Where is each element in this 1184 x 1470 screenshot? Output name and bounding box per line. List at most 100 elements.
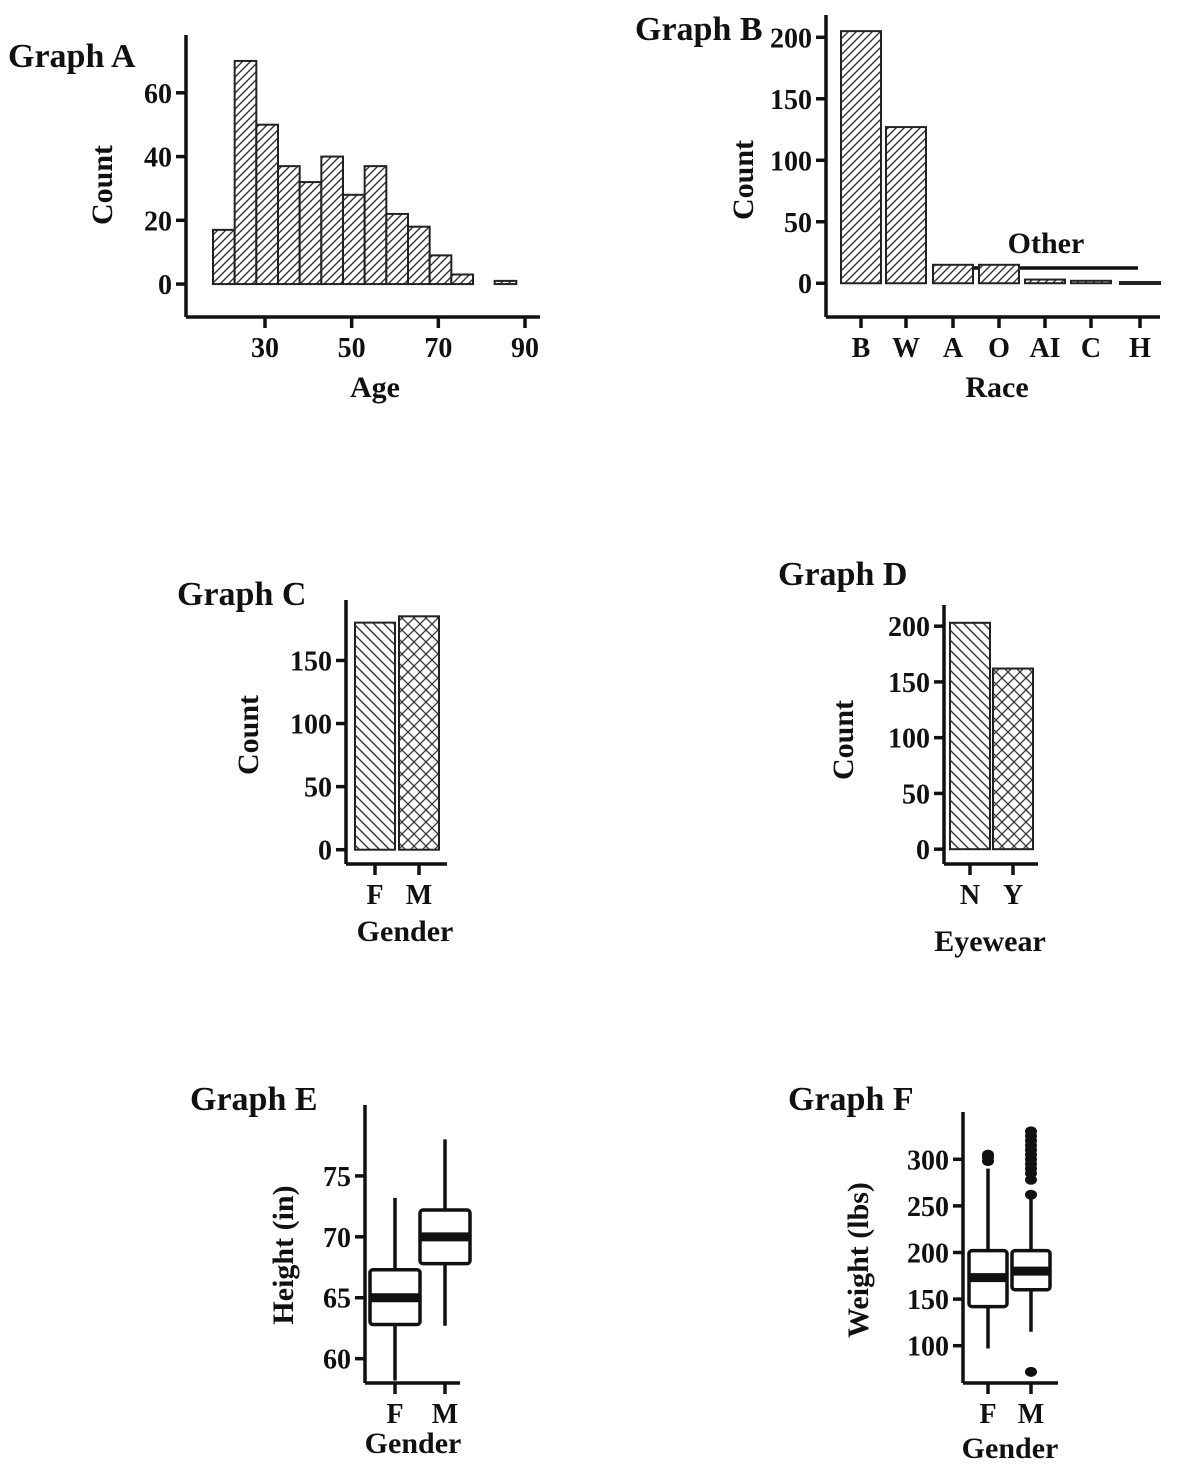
graph-b-bar-h xyxy=(1120,282,1160,284)
graph-f-title: Graph F xyxy=(788,1081,914,1118)
graph-a-bar xyxy=(321,157,343,285)
graph-d-y-tick-label: 0 xyxy=(916,835,930,866)
graph-b-x-tick-label: C xyxy=(1081,333,1101,364)
graph-e-y-tick-label: 60 xyxy=(323,1345,351,1376)
graph-f-y-axis-label: Weight (lbs) xyxy=(842,1182,875,1338)
graph-c-x-axis-label: Gender xyxy=(357,915,454,948)
graph-f-box-m-outlier xyxy=(1025,1367,1037,1377)
graph-f-y-tick-label: 100 xyxy=(907,1332,949,1363)
graph-a-bar xyxy=(365,166,387,284)
graph-b-y-tick-label: 100 xyxy=(770,146,812,177)
graph-f-boxes xyxy=(969,1126,1050,1376)
graph-d-y-tick-label: 100 xyxy=(888,724,930,755)
graph-d-x-tick-label: N xyxy=(960,880,980,911)
graph-b-panel: Graph B Count Race Other 050100150200BWA… xyxy=(635,11,1160,404)
graph-b-x-tick-label: H xyxy=(1129,333,1151,364)
graph-b-title: Graph B xyxy=(635,11,763,48)
graph-d-bar-y xyxy=(993,669,1033,850)
graph-e-y-tick-label: 75 xyxy=(323,1162,351,1193)
graph-a-bar xyxy=(408,227,430,284)
graph-d-bar-n xyxy=(950,623,990,849)
graph-b-bar-ai xyxy=(1025,280,1065,284)
graph-d-title: Graph D xyxy=(778,556,907,593)
graph-e-y-tick-label: 70 xyxy=(323,1223,351,1254)
graph-a-x-axis-label: Age xyxy=(350,371,400,404)
graph-c-bar-f xyxy=(355,623,395,850)
graph-f-x-tick-label: F xyxy=(979,1399,996,1430)
graph-b-bars xyxy=(841,31,1160,284)
graph-e-x-axis-label: Gender xyxy=(365,1427,462,1460)
graph-d-x-axis-label: Eyewear xyxy=(934,925,1046,958)
graph-c-x-tick-label: F xyxy=(366,880,383,911)
graph-d-y-tick-label: 50 xyxy=(902,779,930,810)
graph-d-bars xyxy=(950,623,1033,849)
graph-b-x-axis-label: Race xyxy=(965,371,1028,404)
graph-e-x-tick-label: M xyxy=(432,1399,458,1430)
graph-b-bar-b xyxy=(841,31,881,283)
graph-f-y-tick-label: 250 xyxy=(907,1192,949,1223)
graph-c-panel: Graph C Count Gender 050100150FM xyxy=(177,576,453,948)
graph-f-x-tick-label: M xyxy=(1018,1399,1044,1430)
graph-a-y-axis-label: Count xyxy=(86,145,119,225)
graph-e-title: Graph E xyxy=(190,1081,318,1118)
graph-b-x-tick-label: O xyxy=(988,333,1010,364)
graph-f-box-m-outlier xyxy=(1025,1190,1037,1200)
graph-d-y-axis-label: Count xyxy=(827,700,860,780)
graph-a-bar xyxy=(235,61,257,284)
graph-c-bar-m xyxy=(399,616,439,849)
graph-f-box-f-outlier xyxy=(982,1150,994,1160)
graph-f-y-tick-label: 200 xyxy=(907,1239,949,1270)
graph-f-x-axis-label: Gender xyxy=(962,1432,1059,1465)
graph-f-y-tick-label: 300 xyxy=(907,1145,949,1176)
graph-b-x-tick-label: W xyxy=(892,333,920,364)
graph-f-y-tick-label: 150 xyxy=(907,1285,949,1316)
graph-b-y-tick-label: 0 xyxy=(798,269,812,300)
graph-a-bar xyxy=(300,182,322,284)
graph-c-y-axis-label: Count xyxy=(232,695,265,775)
graph-a-y-tick-label: 40 xyxy=(144,143,172,174)
graph-b-group-label-other: Other xyxy=(1008,227,1085,260)
graph-f-panel: Graph F Weight (lbs) Gender 100 150 200 250… xyxy=(788,1081,1058,1465)
graph-d-panel: Graph D Count Eyewear 0 50 100 150 200 NY xyxy=(778,556,1046,958)
graph-a-x-tick-label: 30 xyxy=(251,333,279,364)
graph-f-axes xyxy=(963,1112,1058,1383)
graph-b-x-tick-label: A xyxy=(943,333,964,364)
graph-a-bar xyxy=(386,214,408,284)
graph-e-panel: Graph E Height (in) Gender 60 65 70 75 FM xyxy=(190,1081,470,1460)
graph-e-y-tick-label: 65 xyxy=(323,1284,351,1315)
graph-a-bar xyxy=(495,281,517,284)
graph-a-panel: Graph A Count Age 020406030507090 xyxy=(8,35,540,404)
graph-a-bars xyxy=(213,61,516,284)
graph-a-bar xyxy=(278,166,300,284)
graph-c-bars xyxy=(355,616,439,849)
graph-e-boxes xyxy=(370,1139,470,1380)
graph-d-x-tick-label: Y xyxy=(1003,880,1023,911)
graph-d-y-tick-label: 150 xyxy=(888,668,930,699)
graph-b-y-axis-label: Count xyxy=(727,140,760,220)
graph-a-bar xyxy=(430,255,452,284)
graph-a-y-tick-label: 60 xyxy=(144,79,172,110)
graph-a-bar xyxy=(213,230,235,284)
graph-c-y-tick-label: 0 xyxy=(318,836,332,867)
graph-a-x-tick-label: 70 xyxy=(424,333,452,364)
graph-a-title: Graph A xyxy=(8,38,136,75)
graph-c-y-tick-label: 100 xyxy=(290,710,332,741)
graph-b-y-tick-label: 150 xyxy=(770,85,812,116)
graph-f-box-m-outlier xyxy=(1025,1126,1037,1136)
graph-b-bar-w xyxy=(886,127,926,283)
graph-a-x-tick-label: 90 xyxy=(511,333,539,364)
graph-e-x-tick-label: F xyxy=(386,1399,403,1430)
graph-b-x-tick-label: B xyxy=(852,333,871,364)
graph-a-y-tick-label: 0 xyxy=(158,270,172,301)
graph-c-y-tick-label: 50 xyxy=(304,773,332,804)
graph-c-x-tick-label: M xyxy=(406,880,432,911)
graph-b-bar-o xyxy=(979,265,1019,283)
graph-e-y-axis-label: Height (in) xyxy=(267,1185,300,1324)
graph-b-x-tick-label: AI xyxy=(1029,333,1060,364)
graph-a-x-tick-label: 50 xyxy=(338,333,366,364)
graph-a-bar xyxy=(451,275,473,285)
graph-d-y-tick-label: 200 xyxy=(888,612,930,643)
graph-c-title: Graph C xyxy=(177,576,306,613)
graph-a-bar xyxy=(256,125,278,284)
